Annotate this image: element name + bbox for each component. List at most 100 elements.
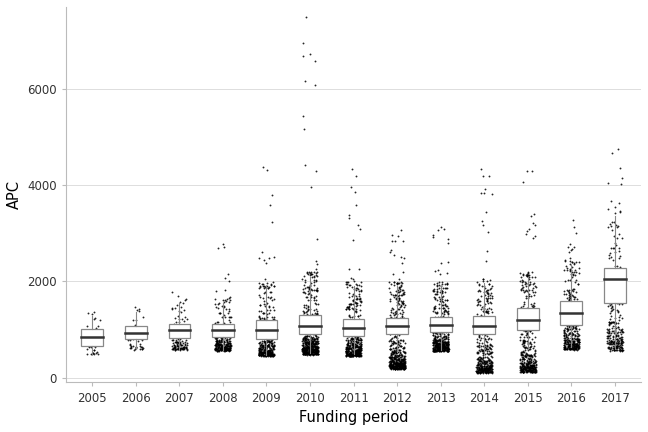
Point: [219, 346, 229, 353]
Point: [434, 313, 444, 320]
Point: [304, 340, 314, 347]
Point: [559, 332, 569, 339]
Point: [434, 345, 445, 352]
Point: [211, 343, 221, 349]
Point: [439, 346, 450, 353]
Point: [517, 330, 527, 337]
Point: [400, 353, 410, 360]
Point: [310, 344, 320, 351]
Point: [430, 339, 440, 346]
Point: [527, 363, 538, 370]
Point: [483, 280, 494, 287]
Point: [261, 350, 272, 357]
Point: [475, 327, 485, 334]
Point: [395, 342, 406, 349]
Point: [348, 352, 358, 359]
Point: [351, 329, 361, 336]
Point: [341, 306, 352, 313]
Point: [302, 269, 312, 276]
Point: [304, 349, 314, 356]
Point: [305, 312, 315, 319]
Point: [305, 345, 316, 352]
Point: [177, 345, 187, 352]
Point: [527, 368, 538, 375]
Point: [308, 282, 319, 289]
Point: [303, 329, 314, 336]
Point: [529, 292, 540, 299]
Point: [259, 302, 270, 309]
Point: [428, 304, 439, 311]
Point: [516, 359, 526, 366]
Point: [213, 345, 224, 352]
Point: [266, 346, 277, 353]
Point: [443, 324, 453, 331]
Point: [266, 351, 276, 358]
Point: [475, 353, 485, 360]
Point: [393, 356, 403, 362]
Point: [352, 294, 362, 301]
Point: [218, 321, 228, 327]
Point: [432, 345, 442, 352]
Point: [347, 335, 358, 342]
Point: [398, 360, 408, 367]
Point: [565, 345, 575, 352]
Bar: [255, 320, 277, 339]
Point: [441, 343, 452, 350]
Point: [298, 349, 308, 356]
Point: [485, 358, 496, 365]
Point: [225, 331, 235, 338]
Point: [301, 293, 312, 300]
Point: [606, 273, 616, 280]
Point: [519, 368, 529, 375]
Point: [432, 344, 442, 351]
Point: [262, 350, 272, 357]
Point: [568, 324, 578, 331]
Point: [516, 349, 526, 356]
Point: [474, 282, 484, 289]
Point: [571, 343, 581, 350]
Point: [430, 347, 441, 354]
Point: [170, 331, 180, 338]
Point: [261, 349, 272, 356]
Point: [522, 367, 533, 374]
Point: [260, 352, 271, 359]
Point: [430, 333, 440, 340]
Point: [607, 226, 618, 233]
Point: [301, 311, 312, 318]
Point: [217, 332, 227, 339]
Point: [443, 327, 453, 334]
Point: [222, 309, 233, 316]
Point: [312, 308, 323, 314]
Point: [264, 352, 274, 359]
Point: [432, 347, 443, 354]
Point: [560, 330, 570, 337]
Point: [399, 299, 409, 306]
Point: [435, 341, 446, 348]
Point: [260, 346, 271, 353]
Point: [397, 363, 407, 370]
Point: [524, 346, 535, 353]
Point: [349, 345, 359, 352]
Point: [353, 334, 364, 341]
Point: [394, 355, 404, 362]
Point: [305, 270, 315, 277]
Point: [527, 345, 538, 352]
Point: [307, 336, 317, 343]
Point: [516, 316, 526, 323]
Point: [390, 356, 400, 362]
Point: [568, 343, 579, 349]
Point: [217, 302, 227, 309]
Point: [520, 363, 530, 370]
Point: [170, 333, 180, 340]
Point: [434, 317, 444, 324]
Point: [521, 332, 531, 339]
Point: [479, 364, 489, 371]
Point: [218, 341, 229, 348]
Point: [479, 359, 489, 366]
Point: [263, 348, 273, 355]
Point: [391, 359, 402, 366]
Point: [520, 326, 530, 333]
Point: [351, 350, 361, 357]
Point: [351, 292, 361, 299]
Point: [439, 346, 449, 353]
